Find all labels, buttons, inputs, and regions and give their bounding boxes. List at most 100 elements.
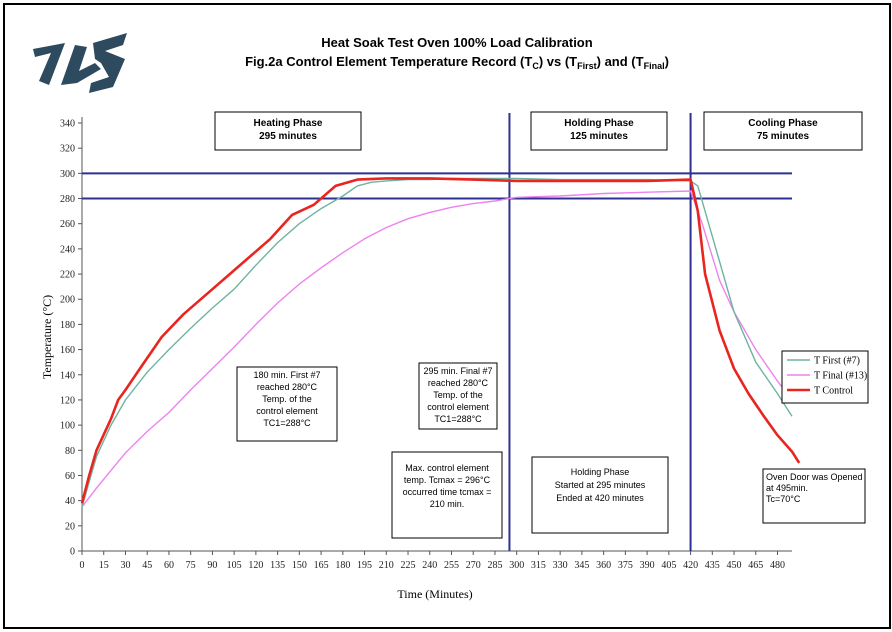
door-opened-box-text: at 495min. bbox=[766, 483, 808, 493]
first-reached-box: 180 min. First #7 reached 280°C Temp. of t… bbox=[236, 366, 338, 442]
x-tick-label: 105 bbox=[227, 560, 242, 571]
x-tick-label: 345 bbox=[574, 560, 589, 571]
legend-label-final: T Final (#13) bbox=[814, 371, 867, 382]
subtitle-sub: First bbox=[577, 61, 597, 71]
subtitle-part: Fig.2a Control Element Temperature Recor… bbox=[245, 54, 532, 69]
holding-phase-box-border bbox=[530, 111, 668, 151]
series-group bbox=[80, 177, 801, 508]
holding-note-box-text: Ended at 420 minutes bbox=[556, 493, 644, 503]
chart-frame: Heat Soak Test Oven 100% Load Calibratio… bbox=[3, 3, 891, 629]
x-tick-label: 165 bbox=[314, 560, 329, 571]
heating-phase-box-border bbox=[214, 111, 362, 151]
x-tick-label: 255 bbox=[444, 560, 459, 571]
subtitle-sub: Final bbox=[644, 61, 665, 71]
final-reached-box-text: TC1=288°C bbox=[434, 414, 482, 424]
y-tick-label: 140 bbox=[60, 370, 75, 381]
y-tick-label: 100 bbox=[60, 421, 75, 432]
final-reached-box-text: 295 min. Final #7 bbox=[423, 366, 492, 376]
y-tick-label: 80 bbox=[65, 446, 75, 457]
holding-note-box-border bbox=[531, 456, 669, 534]
first-reached-box-text: reached 280°C bbox=[257, 382, 318, 392]
first-reached-box-text: 180 min. First #7 bbox=[253, 370, 320, 380]
door-opened-box-border bbox=[762, 468, 866, 524]
y-tick-label: 280 bbox=[60, 194, 75, 205]
subtitle-sub: C bbox=[532, 61, 539, 71]
max-control-box-text: temp. Tcmax = 296°C bbox=[404, 475, 491, 485]
x-tick-label: 90 bbox=[207, 560, 217, 571]
max-control-box-border bbox=[391, 451, 503, 539]
axis-ticks: 0 20 40 60 80 100 120 140 160 180 200 220 240 260 280 3… bbox=[60, 119, 785, 572]
x-tick-label: 180 bbox=[335, 560, 350, 571]
y-tick-label: 20 bbox=[65, 521, 75, 532]
cooling-phase-box-text: 75 minutes bbox=[757, 131, 810, 142]
chart-title: Heat Soak Test Oven 100% Load Calibratio… bbox=[321, 35, 592, 50]
x-tick-label: 120 bbox=[248, 560, 263, 571]
x-tick-label: 390 bbox=[640, 560, 655, 571]
x-tick-label: 480 bbox=[770, 560, 785, 571]
holding-note-box: Holding Phase Started at 295 minutes Ended… bbox=[531, 456, 669, 534]
y-axis-label: Temperature (°C) bbox=[40, 295, 54, 379]
chart-subtitle: Fig.2a Control Element Temperature Recor… bbox=[245, 54, 669, 71]
heating-phase-box-text: Heating Phase bbox=[254, 118, 323, 129]
x-tick-label: 75 bbox=[186, 560, 196, 571]
door-opened-box-text: Tc=70°C bbox=[766, 494, 801, 504]
final-reached-box-text: reached 280°C bbox=[428, 378, 489, 388]
cooling-phase-box-text: Cooling Phase bbox=[748, 118, 818, 129]
x-tick-label: 240 bbox=[422, 560, 437, 571]
subtitle-part: ) and (T bbox=[597, 54, 644, 69]
holding-phase-box-text: 125 minutes bbox=[570, 131, 628, 142]
first-reached-box-border bbox=[236, 366, 338, 442]
max-control-box-text: occurred time tcmax = bbox=[403, 487, 492, 497]
plot-area bbox=[81, 117, 792, 552]
y-tick-label: 160 bbox=[60, 345, 75, 356]
holding-note-box-text: Holding Phase bbox=[571, 467, 630, 477]
legend-label-control: T Control bbox=[814, 386, 853, 397]
x-tick-label: 405 bbox=[661, 560, 676, 571]
max-control-box-text: 210 min. bbox=[430, 499, 465, 509]
x-tick-label: 420 bbox=[683, 560, 698, 571]
x-tick-label: 15 bbox=[99, 560, 109, 571]
x-tick-label: 465 bbox=[748, 560, 763, 571]
x-tick-label: 300 bbox=[509, 560, 524, 571]
x-tick-label: 135 bbox=[270, 560, 285, 571]
holding-phase-box: Holding Phase 125 minutes bbox=[530, 111, 668, 151]
jas-logo bbox=[33, 33, 127, 93]
final-reached-box-text: control element bbox=[427, 402, 489, 412]
x-axis-label: Time (Minutes) bbox=[397, 587, 472, 601]
first-reached-box-text: Temp. of the bbox=[262, 394, 312, 404]
chart-canvas: Heat Soak Test Oven 100% Load Calibratio… bbox=[33, 33, 869, 601]
y-tick-label: 220 bbox=[60, 270, 75, 281]
heating-phase-box-text: 295 minutes bbox=[259, 131, 317, 142]
x-tick-label: 60 bbox=[164, 560, 174, 571]
y-tick-label: 340 bbox=[60, 119, 75, 130]
x-tick-label: 195 bbox=[357, 560, 372, 571]
final-reached-box-text: Temp. of the bbox=[433, 390, 483, 400]
y-tick-label: 300 bbox=[60, 169, 75, 180]
annotation-boxes: Heating Phase 295 minutes Holding Phase 125… bbox=[214, 111, 866, 539]
y-tick-label: 60 bbox=[65, 471, 75, 482]
max-control-box: Max. control element temp. Tcmax = 296°C o… bbox=[391, 451, 503, 539]
y-tick-label: 40 bbox=[65, 496, 75, 507]
x-tick-label: 225 bbox=[401, 560, 416, 571]
x-tick-label: 375 bbox=[618, 560, 633, 571]
y-tick-label: 0 bbox=[70, 547, 75, 558]
legend-label-first: T First (#7) bbox=[814, 356, 860, 367]
x-tick-label: 30 bbox=[120, 560, 130, 571]
reference-lines bbox=[82, 113, 792, 551]
x-tick-label: 435 bbox=[705, 560, 720, 571]
heating-phase-box: Heating Phase 295 minutes bbox=[214, 111, 362, 151]
series-line-first bbox=[81, 177, 793, 508]
x-tick-label: 0 bbox=[80, 560, 85, 571]
max-control-box-text: Max. control element bbox=[405, 463, 489, 473]
holding-phase-box-text: Holding Phase bbox=[564, 118, 634, 129]
y-tick-label: 120 bbox=[60, 395, 75, 406]
door-opened-box-text: Oven Door was Opened bbox=[766, 472, 863, 482]
x-tick-label: 210 bbox=[379, 560, 394, 571]
y-tick-label: 200 bbox=[60, 295, 75, 306]
x-tick-label: 450 bbox=[727, 560, 742, 571]
series-line-control bbox=[80, 177, 801, 504]
subtitle-part: ) vs (T bbox=[539, 54, 577, 69]
x-tick-label: 150 bbox=[292, 560, 307, 571]
holding-note-box-text: Started at 295 minutes bbox=[555, 480, 646, 490]
